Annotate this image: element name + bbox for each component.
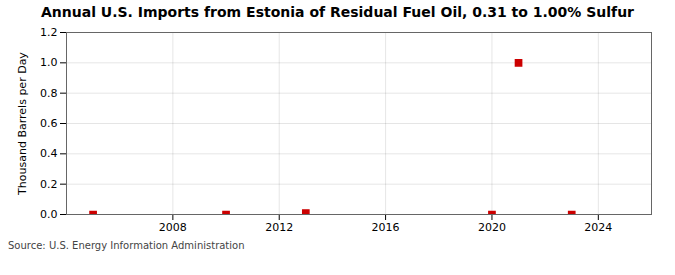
svg-text:Thousand Barrels per Day: Thousand Barrels per Day [16,52,29,196]
svg-text:1.2: 1.2 [40,26,58,39]
svg-text:2012: 2012 [265,221,293,234]
svg-text:0.6: 0.6 [40,117,58,130]
svg-text:2020: 2020 [478,221,506,234]
svg-text:0.8: 0.8 [40,87,58,100]
svg-text:2008: 2008 [159,221,187,234]
svg-text:0.2: 0.2 [40,178,58,191]
html-text:Source: U.S. Energy Informatio: Source: U.S. Energy Information Administ… [8,240,245,251]
svg-text:0.0: 0.0 [40,208,58,221]
svg-text:1.0: 1.0 [40,56,58,69]
svg-text:2024: 2024 [584,221,612,234]
svg-text:2016: 2016 [372,221,400,234]
svg-text:0.4: 0.4 [40,147,58,160]
html-text:Annual U.S. Imports from Eston: Annual U.S. Imports from Estonia of Resi… [41,4,634,20]
